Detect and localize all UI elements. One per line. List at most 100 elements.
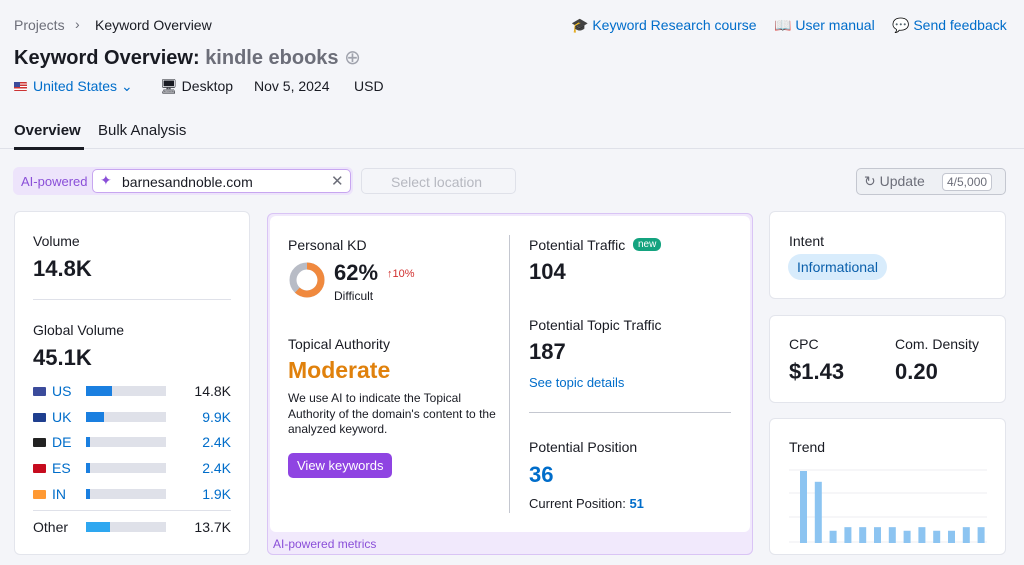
share-track [86,463,166,474]
share-bar [86,386,113,396]
country-flag [33,489,46,499]
divider [33,510,231,511]
divider [33,299,231,300]
kd-label: Personal KD [288,237,367,253]
divider [529,412,731,413]
cpc-card [769,315,1006,403]
page-title: Keyword Overview: kindle ebooks ⊕ [14,45,361,70]
trend-bar [918,527,926,543]
current-position: Current Position: 51 [529,496,644,511]
kd-value: 62% [334,260,379,285]
trend-label: Trend [789,439,826,455]
clear-button[interactable]: ✕ [331,173,344,190]
trend-bar [844,527,852,543]
ta-description: We use AI to indicate the Topical Author… [288,391,496,436]
country-flag [33,464,46,474]
trend-bar [962,527,970,543]
ai-metrics-inner [270,216,750,532]
ta-label: Topical Authority [288,336,390,352]
tab-underline [14,147,84,150]
trend-bar [859,527,867,543]
country-name: Other [33,519,69,535]
feedback-link[interactable]: 💬 Send feedback [892,17,1007,33]
trend-bar [977,527,985,543]
country-value: 2.4K [202,460,231,477]
ai-footer: AI-powered metrics [273,537,377,551]
trend-bar [814,481,822,543]
domain: barnesandnoble.com [122,174,253,190]
share-bar [86,463,90,474]
volume-label: Volume [33,233,80,249]
country-name: US [52,383,72,399]
country-flag [33,412,46,422]
sparkle: ✦ [100,172,112,188]
divider [0,148,1024,149]
share-bar [86,437,90,448]
density-label: Com. Density [895,336,980,352]
density-value: 0.20 [895,359,938,384]
share-track [86,488,166,499]
share-bar [86,522,110,532]
breadcrumb-link[interactable]: Projects [14,17,65,33]
kd-change-text: 10% [392,268,415,280]
topic-details-link[interactable]: See topic details [529,375,625,390]
country-select[interactable]: United States ⌄ [33,78,133,94]
link-text: User manual [795,17,875,33]
view-keywords-button[interactable]: View keywords [288,453,393,478]
tab-active[interactable]: Overview [14,122,81,139]
link-text: Send feedback [913,17,1007,33]
location-placeholder: Select location [391,174,483,190]
trend-bar [800,471,807,543]
quota: 4/5,000 [942,173,993,191]
traffic-label: Potential Traffic [529,237,626,253]
country-flag [33,387,46,396]
ai-badge: AI-powered [21,174,88,189]
add-icon[interactable]: ⊕ [344,47,361,69]
country-value: 14.8K [194,383,231,399]
donut-arc [289,262,325,298]
device-text: Desktop [181,78,234,94]
trend-bar [829,530,837,543]
country-name: UK [52,408,72,425]
current-value: 51 [629,496,644,511]
country-value: 9.9K [202,408,231,425]
course-link[interactable]: 🎓 Keyword Research course [571,17,757,33]
current-label: Current Position: [529,496,626,511]
volume-value: 14.8K [33,256,92,281]
country-value: 1.9K [202,485,231,502]
kd-donut [289,262,325,298]
traffic-value: 104 [529,259,566,284]
trend-bar [933,530,941,543]
country-name: ES [52,460,71,477]
title: Keyword Overview: [14,47,200,69]
trend-bar [888,527,896,543]
share-track [86,411,166,422]
trend-bar [903,530,911,543]
date[interactable]: Nov 5, 2024 [254,78,330,94]
share-track [86,437,166,448]
country-value: 13.7K [194,519,231,535]
breadcrumb-current: Keyword Overview [95,17,212,33]
device[interactable]: 🖥 Desktop [160,78,234,94]
topic-traffic-value: 187 [529,339,566,364]
currency[interactable]: USD [354,78,384,94]
us-flag [14,82,27,91]
cpc-value: $1.43 [789,359,845,384]
new-badge: new [633,238,662,251]
country: United States [33,78,118,94]
tab[interactable]: Bulk Analysis [98,122,187,139]
manual-link[interactable]: 📖 User manual [774,17,875,33]
link-text: Keyword Research course [592,17,757,33]
intent-label: Intent [789,233,825,249]
keyword: kindle ebooks [205,47,339,69]
ta-value: Moderate [288,357,391,383]
trend-bar [874,527,881,543]
position-label: Potential Position [529,439,638,455]
domain-input[interactable] [92,169,351,193]
share-bar [86,488,90,499]
update-label: ↻ Update [864,173,925,189]
country-name: IN [52,485,66,502]
trend-bar [948,530,955,543]
location-select[interactable] [361,168,516,194]
